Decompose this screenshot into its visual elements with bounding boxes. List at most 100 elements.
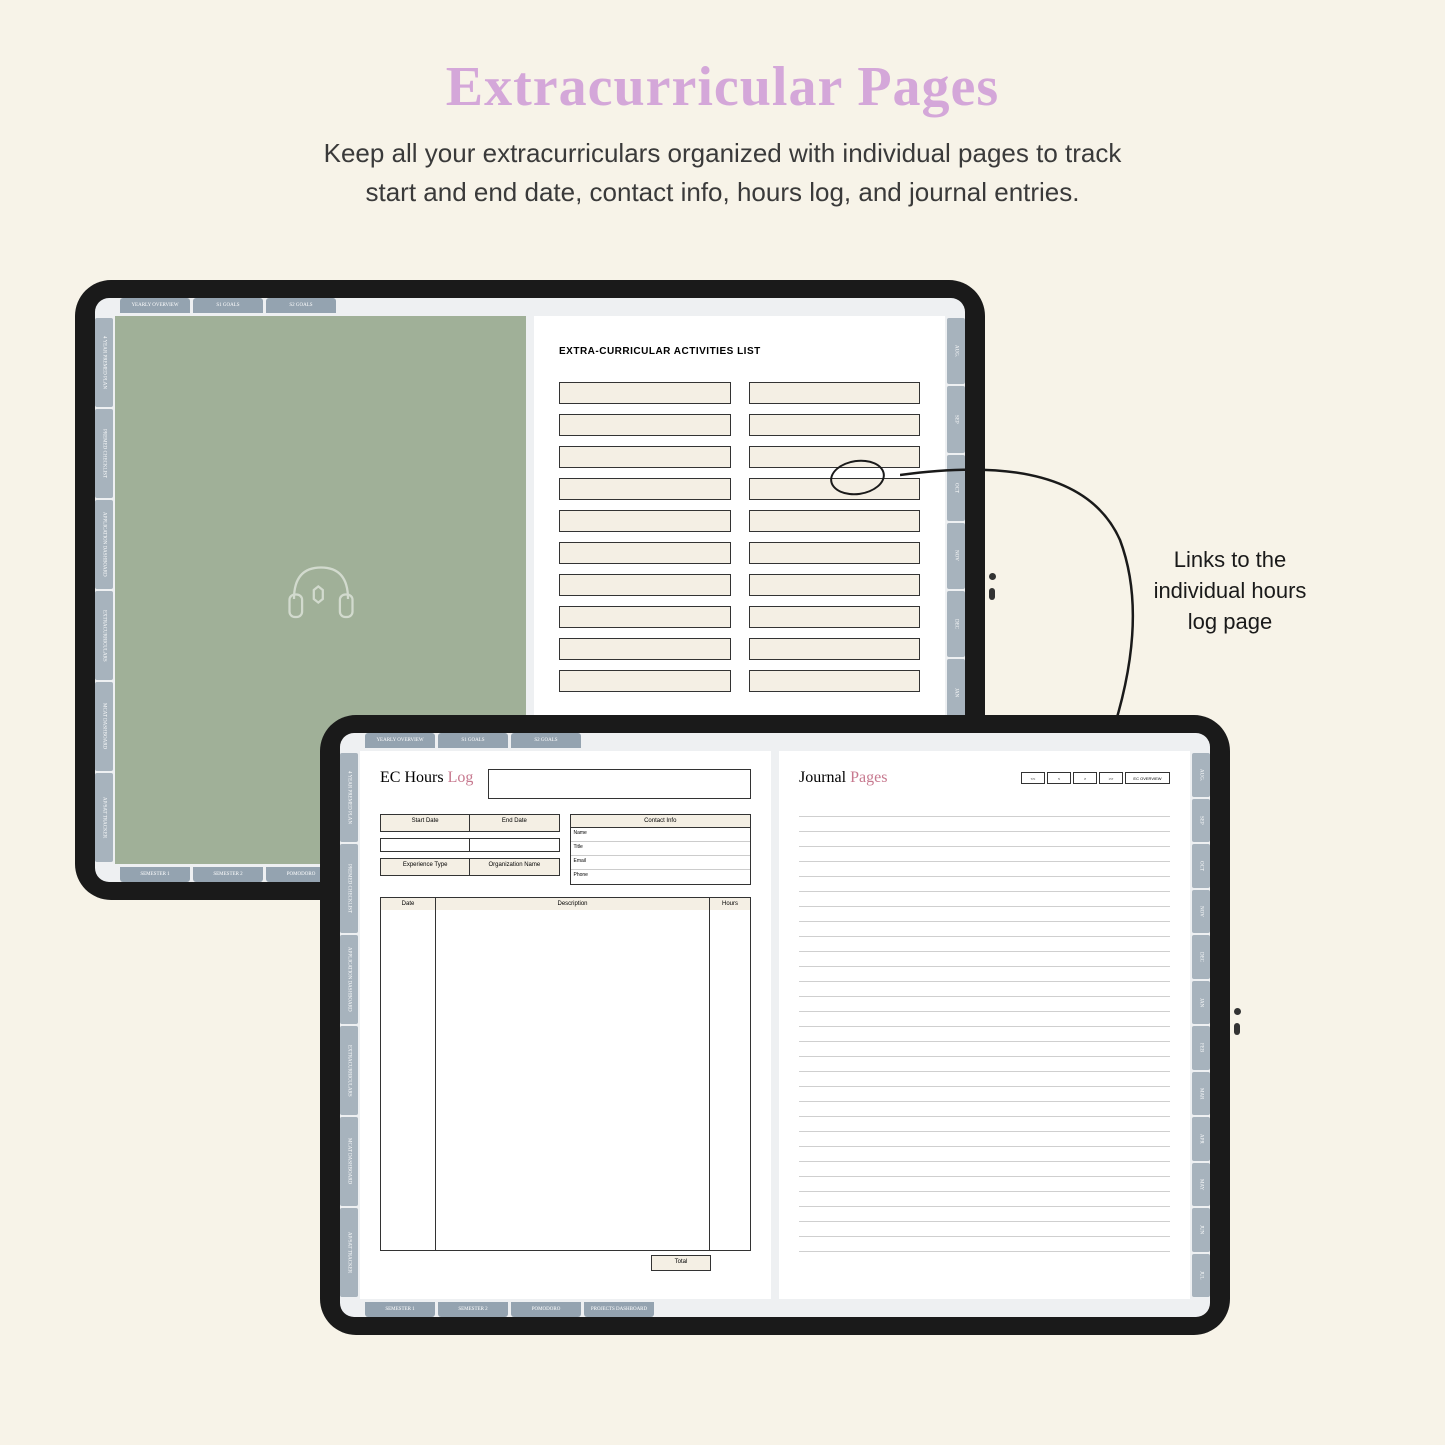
activity-row — [559, 670, 920, 692]
planner-tab[interactable]: JUL — [1192, 1254, 1210, 1298]
planner-tab[interactable]: FEB — [1192, 1026, 1210, 1070]
activity-box[interactable] — [559, 638, 731, 660]
callout-text: Links to the individual hours log page — [1130, 545, 1330, 637]
contact-info-box: Contact Info Name Title Email Phone — [570, 814, 752, 885]
planner-tab[interactable]: JAN — [1192, 981, 1210, 1025]
planner-tab[interactable]: PREMED CHECKLIST — [340, 844, 358, 933]
planner-tab[interactable]: AP/SAT TRACKER — [340, 1208, 358, 1297]
planner-tab[interactable]: S1 GOALS — [438, 733, 508, 748]
planner-tab[interactable]: S2 GOALS — [266, 298, 336, 313]
ec-title-prefix: EC Hours — [380, 769, 448, 786]
activity-box[interactable] — [749, 510, 921, 532]
planner-tab[interactable]: SEMESTER 1 — [120, 867, 190, 882]
planner-tab[interactable]: MCAT DASHBOARD — [95, 682, 113, 771]
planner-tab[interactable]: 4 YEAR PREMED PLAN — [340, 753, 358, 842]
planner-tab[interactable]: YEARLY OVERVIEW — [120, 298, 190, 313]
planner-tab[interactable]: SEP — [947, 386, 965, 452]
planner-tab[interactable]: APPLICATION DASHBOARD — [340, 935, 358, 1024]
planner-tab[interactable]: SEP — [1192, 799, 1210, 843]
callout-line2: individual hours — [1154, 578, 1307, 603]
planner-tab[interactable]: APPLICATION DASHBOARD — [95, 500, 113, 589]
activity-box[interactable] — [749, 606, 921, 628]
activity-box[interactable] — [559, 542, 731, 564]
planner-tab[interactable]: JUN — [1192, 1208, 1210, 1252]
ec-title-accent: Log — [448, 769, 474, 786]
activities-list-title: EXTRA-CURRICULAR ACTIVITIES LIST — [559, 346, 920, 357]
organization-label: Organization Name — [470, 858, 559, 876]
experience-type-label: Experience Type — [380, 858, 470, 876]
activity-box[interactable] — [749, 414, 921, 436]
planner-tab[interactable]: S2 GOALS — [511, 733, 581, 748]
ec-title: EC Hours Log — [380, 769, 473, 787]
planner-tab[interactable]: PREMED CHECKLIST — [95, 409, 113, 498]
activity-box[interactable] — [749, 574, 921, 596]
activity-row — [559, 606, 920, 628]
activity-box[interactable] — [559, 510, 731, 532]
subtitle-line2: start and end date, contact info, hours … — [365, 177, 1079, 207]
activity-box[interactable] — [749, 638, 921, 660]
planner-tab[interactable]: POMODORO — [511, 1302, 581, 1317]
planner-tab[interactable]: YEARLY OVERVIEW — [365, 733, 435, 748]
planner-tab[interactable]: OCT — [947, 455, 965, 521]
planner-tab[interactable]: DEC — [1192, 935, 1210, 979]
headphones-icon — [276, 545, 366, 635]
activity-box[interactable] — [749, 542, 921, 564]
journal-nav-button[interactable]: > — [1073, 772, 1097, 784]
planner-tab[interactable]: S1 GOALS — [193, 298, 263, 313]
callout-line3: log page — [1188, 609, 1272, 634]
planner-tab[interactable]: PROJECTS DASHBOARD — [584, 1302, 654, 1317]
log-hours-column[interactable] — [710, 910, 750, 1250]
planner-tab[interactable]: EXTRACURRICULARS — [340, 1026, 358, 1115]
activity-box[interactable] — [559, 382, 731, 404]
planner-tab[interactable]: AP/SAT TRACKER — [95, 773, 113, 862]
journal-nav-button[interactable]: >> — [1099, 772, 1123, 784]
planner-tab[interactable]: NOV — [1192, 890, 1210, 934]
right-tabs: AUG. SEPOCT NOVDEC JANFEB MARAPR MAYJUN JUL — [1192, 753, 1210, 1297]
bottom-tabs: SEMESTER 1SEMESTER 2POMODOROPROJECTS DAS… — [365, 1302, 654, 1317]
hours-log-table: Date Description Hours — [380, 897, 751, 1251]
subtitle: Keep all your extracurriculars organized… — [173, 134, 1273, 212]
activity-name-input[interactable] — [488, 769, 751, 799]
log-description-column[interactable] — [436, 910, 710, 1250]
activity-box[interactable] — [559, 478, 731, 500]
planner-tab[interactable]: AUG. — [947, 318, 965, 384]
activity-box[interactable] — [749, 446, 921, 468]
planner-tab[interactable]: DEC — [947, 591, 965, 657]
start-date-input[interactable] — [380, 838, 470, 852]
planner-tab[interactable]: MAR — [1192, 1072, 1210, 1116]
planner-tab[interactable]: MCAT DASHBOARD — [340, 1117, 358, 1206]
activity-box[interactable] — [559, 670, 731, 692]
planner-tab[interactable]: SEMESTER 1 — [365, 1302, 435, 1317]
tablet-screen: 4 YEAR PREMED PLAN PREMED CHECKLIST APPLIC… — [340, 733, 1210, 1317]
activity-box[interactable] — [749, 670, 921, 692]
planner-tab[interactable]: APR — [1192, 1117, 1210, 1161]
activity-box[interactable] — [559, 574, 731, 596]
planner-tab[interactable]: MAY — [1192, 1163, 1210, 1207]
activity-row — [559, 542, 920, 564]
planner-tab[interactable]: AUG. — [1192, 753, 1210, 797]
log-date-column[interactable] — [381, 910, 436, 1250]
planner-tab[interactable]: SEMESTER 2 — [193, 867, 263, 882]
planner-tab[interactable]: EXTRACURRICULARS — [95, 591, 113, 680]
planner-tab[interactable]: NOV — [947, 523, 965, 589]
callout-line1: Links to the — [1174, 547, 1287, 572]
end-date-input[interactable] — [470, 838, 559, 852]
activity-box[interactable] — [559, 606, 731, 628]
journal-nav: <<<>>>EC OVERVIEW — [1021, 772, 1170, 784]
activity-box[interactable] — [559, 414, 731, 436]
activity-box[interactable] — [559, 446, 731, 468]
journal-lines[interactable] — [799, 802, 1170, 1262]
planner-tab[interactable]: SEMESTER 2 — [438, 1302, 508, 1317]
journal-nav-button[interactable]: < — [1047, 772, 1071, 784]
journal-nav-button[interactable]: EC OVERVIEW — [1125, 772, 1170, 784]
activity-row — [559, 638, 920, 660]
activity-box[interactable] — [749, 382, 921, 404]
journal-nav-button[interactable]: << — [1021, 772, 1045, 784]
activity-row — [559, 574, 920, 596]
left-tabs: 4 YEAR PREMED PLAN PREMED CHECKLIST APPLIC… — [95, 318, 113, 862]
planner-tab[interactable]: OCT — [1192, 844, 1210, 888]
contact-name-label: Name — [571, 828, 606, 841]
planner-tab[interactable]: 4 YEAR PREMED PLAN — [95, 318, 113, 407]
start-date-label: Start Date — [380, 814, 470, 832]
contact-email-label: Email — [571, 856, 606, 869]
